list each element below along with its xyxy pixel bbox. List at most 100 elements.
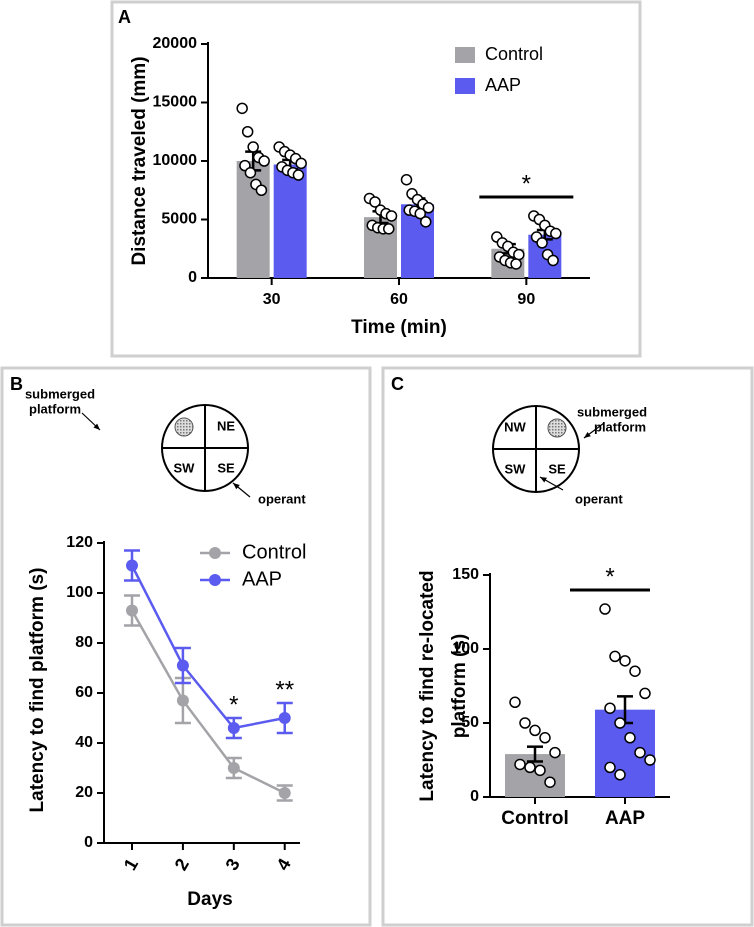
y-tick-label: 40	[75, 734, 93, 751]
operant-label: operant	[258, 491, 306, 506]
data-point	[414, 207, 426, 220]
panel-label: B	[10, 374, 23, 394]
data-point	[227, 722, 240, 734]
y-tick-label: 100	[452, 640, 479, 657]
data-point	[524, 761, 536, 774]
quadrant-label: SW	[174, 460, 196, 475]
legend-marker	[209, 547, 221, 559]
data-point	[176, 659, 189, 672]
y-tick-label: 0	[188, 269, 197, 286]
data-point	[255, 184, 268, 196]
y-tick-label: 120	[66, 534, 93, 551]
y-tick-label: 20000	[153, 35, 198, 52]
series-line	[130, 564, 285, 730]
x-tick-label: 60	[390, 291, 408, 308]
y-axis-label: Latency to find re-located	[417, 570, 438, 801]
data-point	[383, 223, 395, 235]
operant-arrow-head	[540, 477, 547, 483]
operant-label: operant	[575, 491, 623, 506]
y-tick-label: 100	[66, 584, 93, 601]
x-tick-label: 3	[222, 855, 244, 874]
y-tick-label: 0	[470, 788, 479, 805]
annotation: *	[522, 170, 531, 197]
data-point	[227, 762, 240, 774]
panel-frame	[110, 0, 642, 358]
x-tick-label: AAP	[605, 808, 645, 829]
platform-label: platform	[594, 419, 646, 434]
x-axis-label: Time (min)	[351, 317, 447, 338]
y-tick-label: 60	[75, 684, 93, 701]
data-point	[241, 126, 254, 138]
data-point	[609, 650, 621, 663]
y-tick-label: 150	[452, 566, 479, 583]
data-point	[639, 687, 651, 700]
data-point	[539, 732, 551, 744]
data-point	[513, 248, 525, 261]
y-tick-label: 50	[461, 714, 479, 731]
data-point	[236, 102, 248, 115]
x-axis-label: Days	[187, 889, 232, 910]
legend-swatch	[455, 78, 475, 94]
platform	[547, 418, 567, 438]
platform-arrow-head	[93, 423, 100, 430]
bar	[273, 164, 307, 278]
quadrant-label: SE	[217, 460, 235, 475]
legend-label: Control	[242, 541, 306, 563]
platform-label: submerged	[577, 404, 647, 419]
legend-marker	[209, 574, 221, 586]
x-tick-label: 1	[120, 855, 142, 874]
data-point	[510, 258, 522, 270]
data-point	[619, 655, 631, 667]
data-point	[536, 237, 548, 249]
data-point	[420, 216, 432, 228]
y-axis-label: Latency to find platform (s)	[27, 568, 48, 813]
quadrant-label: SE	[548, 461, 566, 476]
y-axis-label: Distance traveled (mm)	[129, 56, 150, 265]
quadrant-label: NW	[504, 419, 526, 434]
data-point	[544, 776, 556, 788]
data-point	[547, 254, 559, 267]
legend-label: Control	[485, 44, 543, 64]
data-point	[529, 724, 541, 737]
legend-label: AAP	[485, 75, 521, 95]
data-point	[634, 746, 646, 759]
data-point	[604, 702, 616, 714]
data-point	[400, 173, 413, 186]
data-point	[258, 155, 270, 167]
bar	[236, 161, 270, 278]
y-tick-label: 10000	[153, 152, 198, 169]
data-point	[614, 769, 626, 781]
x-tick-label: 90	[517, 291, 535, 308]
data-point	[624, 732, 636, 744]
series-line	[130, 609, 286, 795]
annotation: *	[605, 563, 614, 590]
annotation: *	[229, 691, 238, 718]
data-point	[176, 694, 189, 707]
data-point	[519, 717, 531, 729]
platform-label: platform	[29, 401, 81, 416]
data-point	[278, 787, 291, 799]
y-tick-label: 5000	[161, 211, 197, 228]
data-point	[278, 712, 291, 724]
data-point	[369, 196, 381, 208]
quadrant-label: SW	[505, 461, 527, 476]
data-point	[514, 758, 526, 771]
data-point	[385, 210, 398, 222]
data-point	[292, 169, 305, 181]
panel-frame	[0, 366, 372, 927]
operant-arrow-head	[233, 483, 240, 490]
y-tick-label: 15000	[153, 94, 198, 111]
annotation: **	[275, 676, 294, 703]
data-point	[599, 603, 611, 615]
data-point	[244, 166, 257, 179]
data-point	[126, 604, 138, 617]
quadrant-label: NE	[217, 418, 235, 433]
x-tick-label: 4	[272, 855, 294, 874]
data-point	[629, 665, 641, 677]
y-tick-label: 80	[75, 634, 93, 651]
legend-swatch	[455, 47, 475, 63]
data-point	[422, 202, 435, 214]
panel-label: C	[391, 374, 404, 394]
y-axis-label: platform (s)	[449, 634, 470, 739]
data-point	[509, 696, 521, 709]
